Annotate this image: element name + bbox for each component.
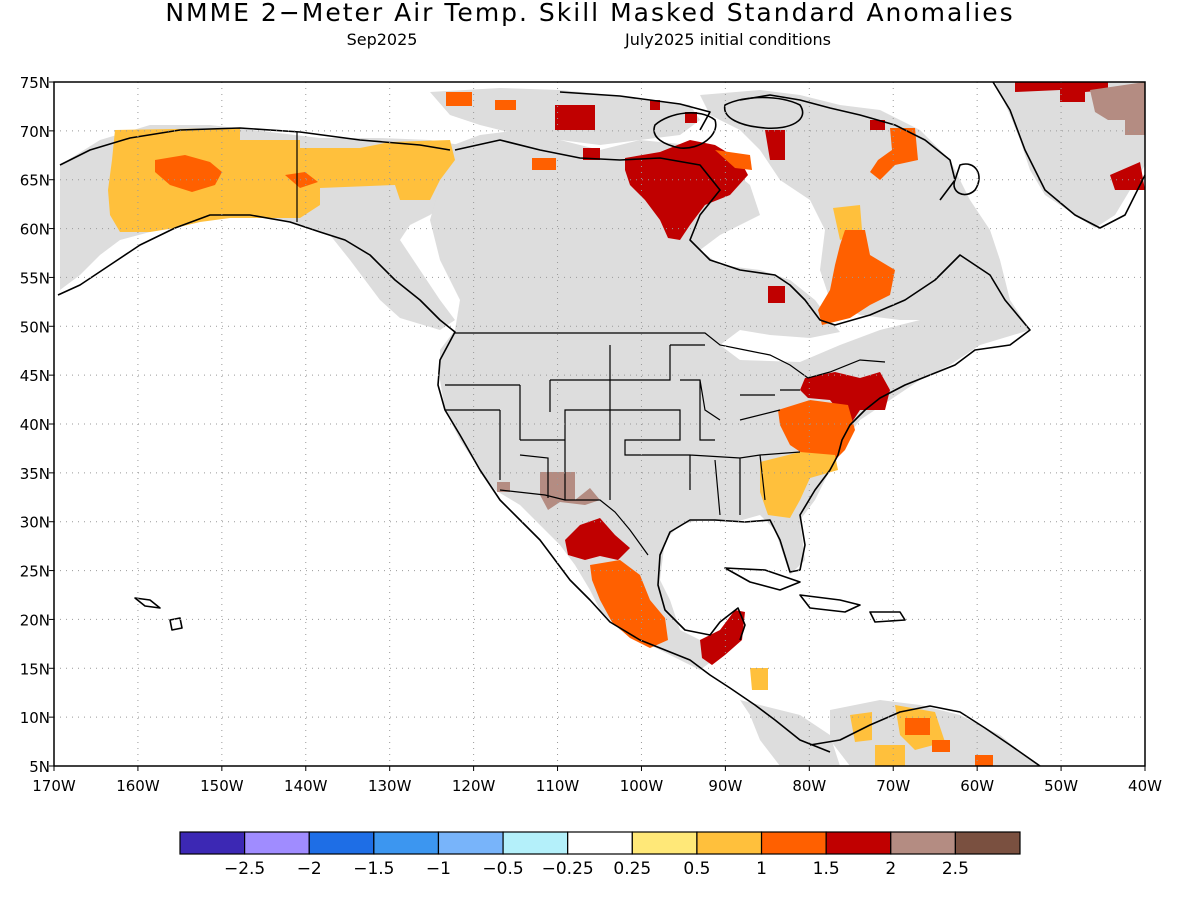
lat-label: 15N <box>20 660 50 678</box>
subtitle-right: July2025 initial conditions <box>624 30 831 49</box>
colorbar-label: 2 <box>885 859 896 879</box>
lon-label: 90W <box>708 777 742 795</box>
lon-label: 70W <box>876 777 910 795</box>
anomaly-alaska <box>108 128 455 232</box>
colorbar <box>179 831 1021 855</box>
anomaly-ontario-red <box>768 286 785 303</box>
title: NMME 2−Meter Air Temp. Skill Masked Stan… <box>165 0 1014 27</box>
lat-label: 50N <box>20 318 50 336</box>
lon-label: 170W <box>32 777 76 795</box>
colorbar-swatch <box>890 831 956 855</box>
map-area <box>54 82 1145 766</box>
colorbar-label: 1.5 <box>813 859 840 879</box>
colorbar-label: −0.5 <box>482 859 523 879</box>
colorbar-swatch <box>437 831 504 855</box>
colorbar-label: −2 <box>297 859 322 879</box>
anomaly-hudson-orange <box>715 150 752 170</box>
borders <box>296 132 886 556</box>
anomaly-greenland-red <box>1015 82 1108 102</box>
lat-label: 75N <box>20 74 50 92</box>
lon-label: 50W <box>1044 777 1078 795</box>
colorbar-labels: −2.5 −2 −1.5 −1 −0.5 −0.25 0.25 0.5 1 1.5 2 2.5 <box>224 859 969 879</box>
colorbar-label: 0.5 <box>683 859 710 879</box>
lon-label: 40W <box>1128 777 1162 795</box>
anomaly-arctic-red <box>555 100 697 160</box>
colorbar-label: 0.25 <box>613 859 651 879</box>
lon-label: 60W <box>960 777 994 795</box>
colorbar-swatch <box>954 831 1021 855</box>
anomaly-baffin-orange <box>870 128 918 180</box>
lon-label: 110W <box>536 777 580 795</box>
longitude-labels: 170W 160W 150W 140W 130W 120W 110W 100W 90W 80W 70… <box>32 766 1162 795</box>
lon-label: 150W <box>200 777 244 795</box>
lat-label: 65N <box>20 172 50 190</box>
lat-label: 45N <box>20 367 50 385</box>
anomaly-alaska-1-1_5 <box>155 155 222 192</box>
colorbar-label: −1.5 <box>353 859 394 879</box>
colorbar-label: 1 <box>756 859 767 879</box>
colorbar-swatch <box>244 831 310 855</box>
lon-label: 120W <box>452 777 496 795</box>
anomaly-southeast <box>760 452 838 518</box>
anomaly-quebec-orange <box>818 230 895 325</box>
anomaly-yucatan-red <box>700 610 745 665</box>
lat-label: 35N <box>20 465 50 483</box>
colorbar-swatch <box>631 831 698 855</box>
lat-label: 5N <box>29 758 50 776</box>
colorbar-label: −1 <box>426 859 451 879</box>
colorbar-label: −0.25 <box>542 859 594 879</box>
colorbar-swatch <box>696 831 763 855</box>
anomaly-arctic-islands <box>446 92 556 170</box>
colorbar-swatch <box>825 831 892 855</box>
anomaly-mexico <box>590 560 668 648</box>
anomaly-central-america <box>750 668 768 690</box>
anomaly-mexico-red <box>565 518 630 560</box>
lon-label: 80W <box>792 777 826 795</box>
lat-label: 20N <box>20 611 50 629</box>
colorbar-swatch <box>179 831 246 855</box>
lat-label: 60N <box>20 221 50 239</box>
anomaly-northeast <box>800 372 890 425</box>
colorbar-label: −2.5 <box>224 859 265 879</box>
lat-label: 70N <box>20 123 50 141</box>
lat-label: 25N <box>20 563 50 581</box>
colorbar-swatch <box>567 831 633 855</box>
anomaly-midatlantic <box>778 400 855 460</box>
anomaly-hudson <box>625 140 748 240</box>
colorbar-swatch <box>308 831 375 855</box>
lon-label: 160W <box>116 777 160 795</box>
anomaly-yukon-1-1_5 <box>285 172 318 188</box>
anomaly-south-america-orange <box>905 718 993 766</box>
lon-label: 130W <box>368 777 412 795</box>
lon-label: 100W <box>620 777 664 795</box>
subtitle-left: Sep2025 <box>347 30 418 49</box>
lat-label: 30N <box>20 514 50 532</box>
anomaly-greenland-brown <box>1090 82 1145 135</box>
latitude-labels: 75N 70N 65N 60N 55N 50N 45N 40N 35N 30N 25N 20N 15N 1… <box>20 74 54 776</box>
lat-label: 10N <box>20 709 50 727</box>
graticule <box>54 82 1145 766</box>
colorbar-swatch <box>760 831 827 855</box>
lat-label: 40N <box>20 416 50 434</box>
lat-label: 55N <box>20 269 50 287</box>
colorbar-swatch <box>373 831 440 855</box>
lon-label: 140W <box>284 777 328 795</box>
colorbar-swatch <box>502 831 569 855</box>
colorbar-label: 2.5 <box>942 859 969 879</box>
